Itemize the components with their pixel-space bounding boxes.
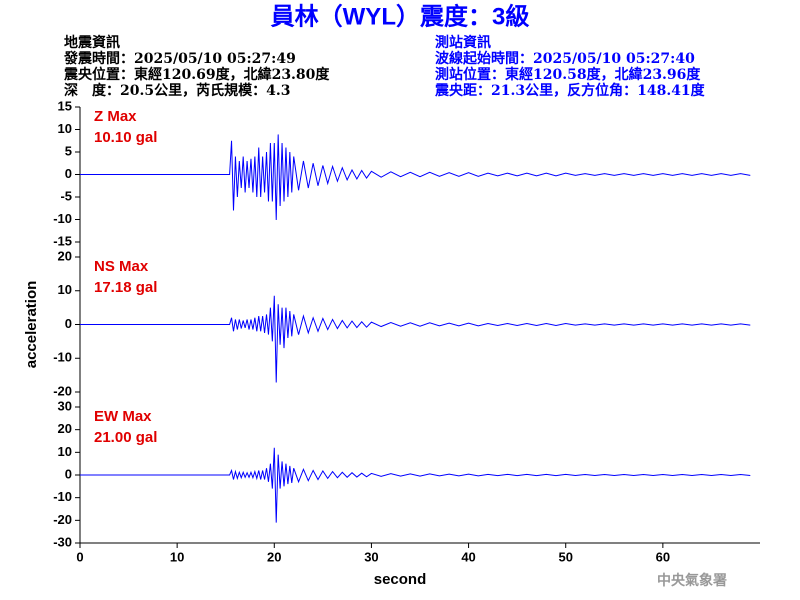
watermark: 中央氣象署 xyxy=(657,572,727,589)
station-info: 波線起始時間：2025/05/10 05:27:40 xyxy=(435,50,695,67)
y-tick-label: -15 xyxy=(53,233,72,248)
x-tick-label: 50 xyxy=(558,549,572,564)
max-annotation: NS Max xyxy=(94,258,149,275)
max-annotation: 17.18 gal xyxy=(94,279,157,296)
y-tick-label: 30 xyxy=(58,398,72,413)
title: 員林（WYL）震度：3級 xyxy=(270,2,530,30)
y-tick-label: 20 xyxy=(58,248,72,263)
x-tick-label: 0 xyxy=(76,549,83,564)
waveform xyxy=(80,295,751,383)
y-tick-label: -20 xyxy=(53,383,72,398)
y-tick-label: -5 xyxy=(60,188,72,203)
max-annotation: EW Max xyxy=(94,408,152,425)
event-info: 發震時間：2025/05/10 05:27:49 xyxy=(63,50,296,67)
y-tick-label: -30 xyxy=(53,534,72,549)
y-tick-label: 20 xyxy=(58,421,72,436)
y-axis-label: acceleration xyxy=(23,281,40,369)
station-info: 震央距：21.3公里，反方位角：148.41度 xyxy=(434,82,706,99)
event-info: 震央位置：東經120.69度，北緯23.80度 xyxy=(63,66,330,83)
waveform xyxy=(80,134,751,220)
waveform xyxy=(80,447,751,523)
max-annotation: 21.00 gal xyxy=(94,429,157,446)
event-info: 地震資訊 xyxy=(64,34,120,51)
y-tick-label: 0 xyxy=(65,466,72,481)
y-tick-label: 10 xyxy=(58,121,72,136)
y-tick-label: 0 xyxy=(65,316,72,331)
station-info: 測站位置：東經120.58度，北緯23.96度 xyxy=(435,66,701,83)
y-tick-label: -10 xyxy=(53,350,72,365)
x-tick-label: 10 xyxy=(170,549,184,564)
y-tick-label: 10 xyxy=(58,282,72,297)
x-tick-label: 20 xyxy=(267,549,281,564)
y-tick-label: -10 xyxy=(53,489,72,504)
x-tick-label: 40 xyxy=(461,549,475,564)
event-info: 深 度：20.5公里，芮氏規模：4.3 xyxy=(64,82,290,99)
y-tick-label: -20 xyxy=(53,512,72,527)
x-axis-label: second xyxy=(374,571,427,588)
y-tick-label: -10 xyxy=(53,211,72,226)
x-tick-label: 60 xyxy=(656,549,670,564)
station-info: 測站資訊 xyxy=(435,34,491,51)
y-tick-label: 0 xyxy=(65,166,72,181)
y-tick-label: 15 xyxy=(58,98,72,113)
max-annotation: 10.10 gal xyxy=(94,129,157,146)
y-tick-label: 10 xyxy=(58,444,72,459)
max-annotation: Z Max xyxy=(94,108,137,125)
y-tick-label: 5 xyxy=(65,143,72,158)
x-tick-label: 30 xyxy=(364,549,378,564)
